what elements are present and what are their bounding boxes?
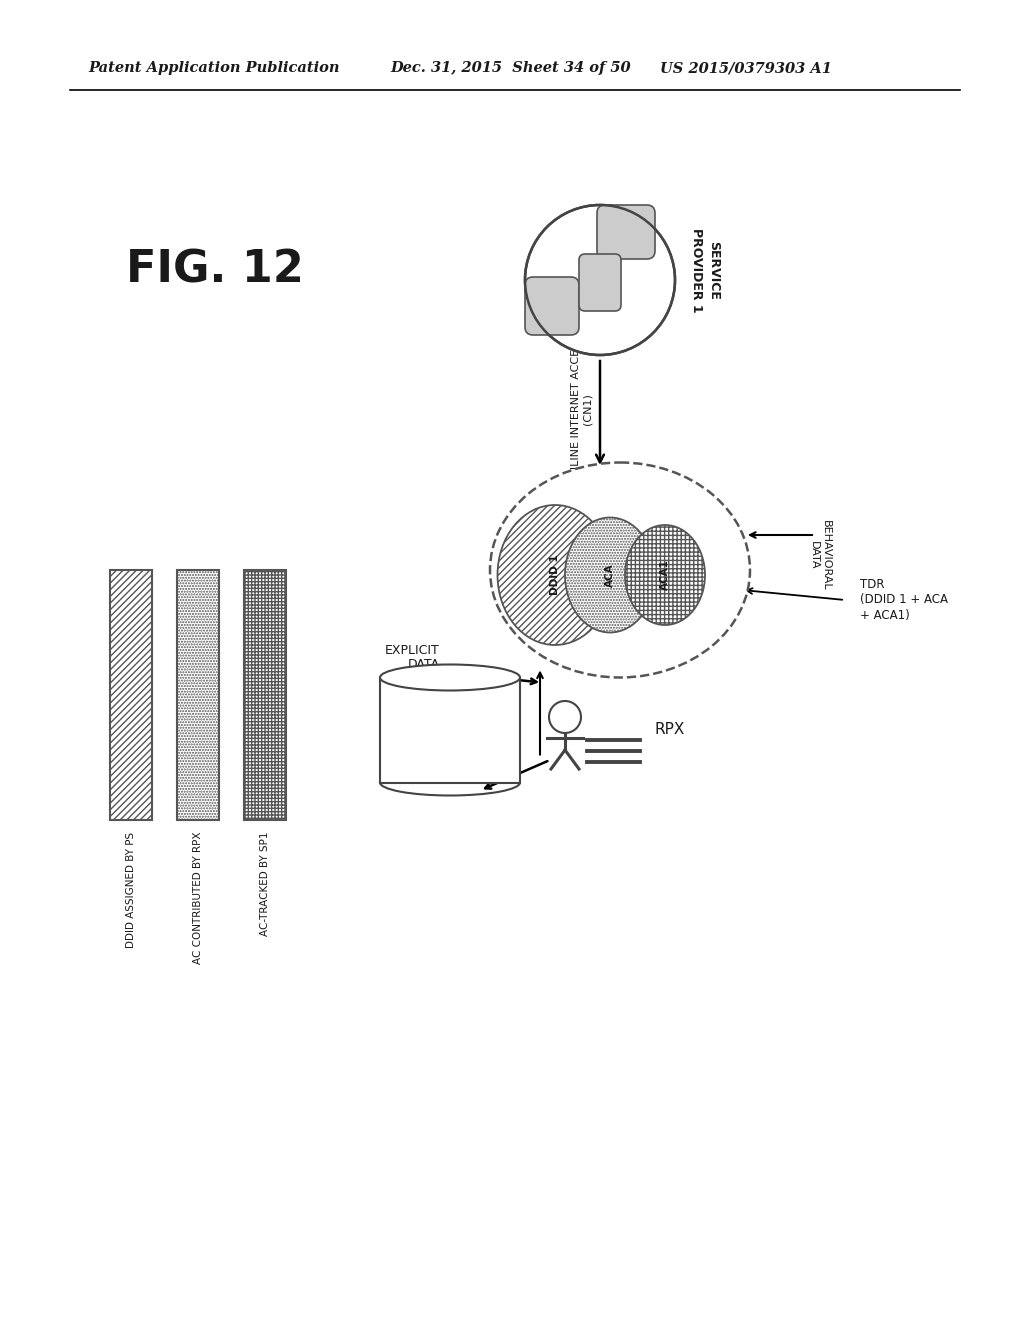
Text: BEHAVIORAL
DATA: BEHAVIORAL DATA — [809, 520, 830, 590]
Ellipse shape — [380, 664, 520, 690]
FancyBboxPatch shape — [525, 277, 579, 335]
Text: AC-TRACKED BY SP1: AC-TRACKED BY SP1 — [260, 832, 270, 936]
Text: AC CONTRIBUTED BY RPX: AC CONTRIBUTED BY RPX — [193, 832, 203, 965]
Text: DDID 1: DDID 1 — [550, 554, 560, 595]
Bar — [177, 570, 219, 820]
Text: Patent Application Publication: Patent Application Publication — [88, 61, 340, 75]
Ellipse shape — [490, 462, 750, 677]
Text: ONLINE INTERNET ACCESS
(CN1): ONLINE INTERNET ACCESS (CN1) — [571, 335, 593, 483]
Text: PS: PS — [414, 722, 436, 738]
Circle shape — [525, 205, 675, 355]
Text: RPX: RPX — [655, 722, 685, 738]
Ellipse shape — [565, 517, 655, 632]
Text: SERVICE
PROVIDER 1: SERVICE PROVIDER 1 — [690, 227, 720, 313]
Text: FIG. 12: FIG. 12 — [126, 248, 304, 292]
Bar — [110, 570, 152, 820]
Text: Dec. 31, 2015  Sheet 34 of 50: Dec. 31, 2015 Sheet 34 of 50 — [390, 61, 631, 75]
Text: DDID ASSIGNED BY PS: DDID ASSIGNED BY PS — [126, 832, 136, 948]
Text: ACA: ACA — [605, 564, 615, 587]
Bar — [244, 570, 286, 820]
Bar — [380, 677, 520, 783]
Ellipse shape — [498, 506, 612, 645]
Text: ACA1: ACA1 — [660, 560, 670, 590]
Text: PRIVACY
SERVER: PRIVACY SERVER — [440, 723, 489, 752]
Text: EXPLICIT
DATA: EXPLICIT DATA — [385, 644, 440, 672]
FancyBboxPatch shape — [597, 205, 655, 259]
FancyBboxPatch shape — [579, 253, 621, 312]
Text: TDR
(DDID 1 + ACA
+ ACA1): TDR (DDID 1 + ACA + ACA1) — [860, 578, 948, 622]
Ellipse shape — [625, 525, 705, 624]
Circle shape — [549, 701, 581, 733]
Text: US 2015/0379303 A1: US 2015/0379303 A1 — [660, 61, 831, 75]
